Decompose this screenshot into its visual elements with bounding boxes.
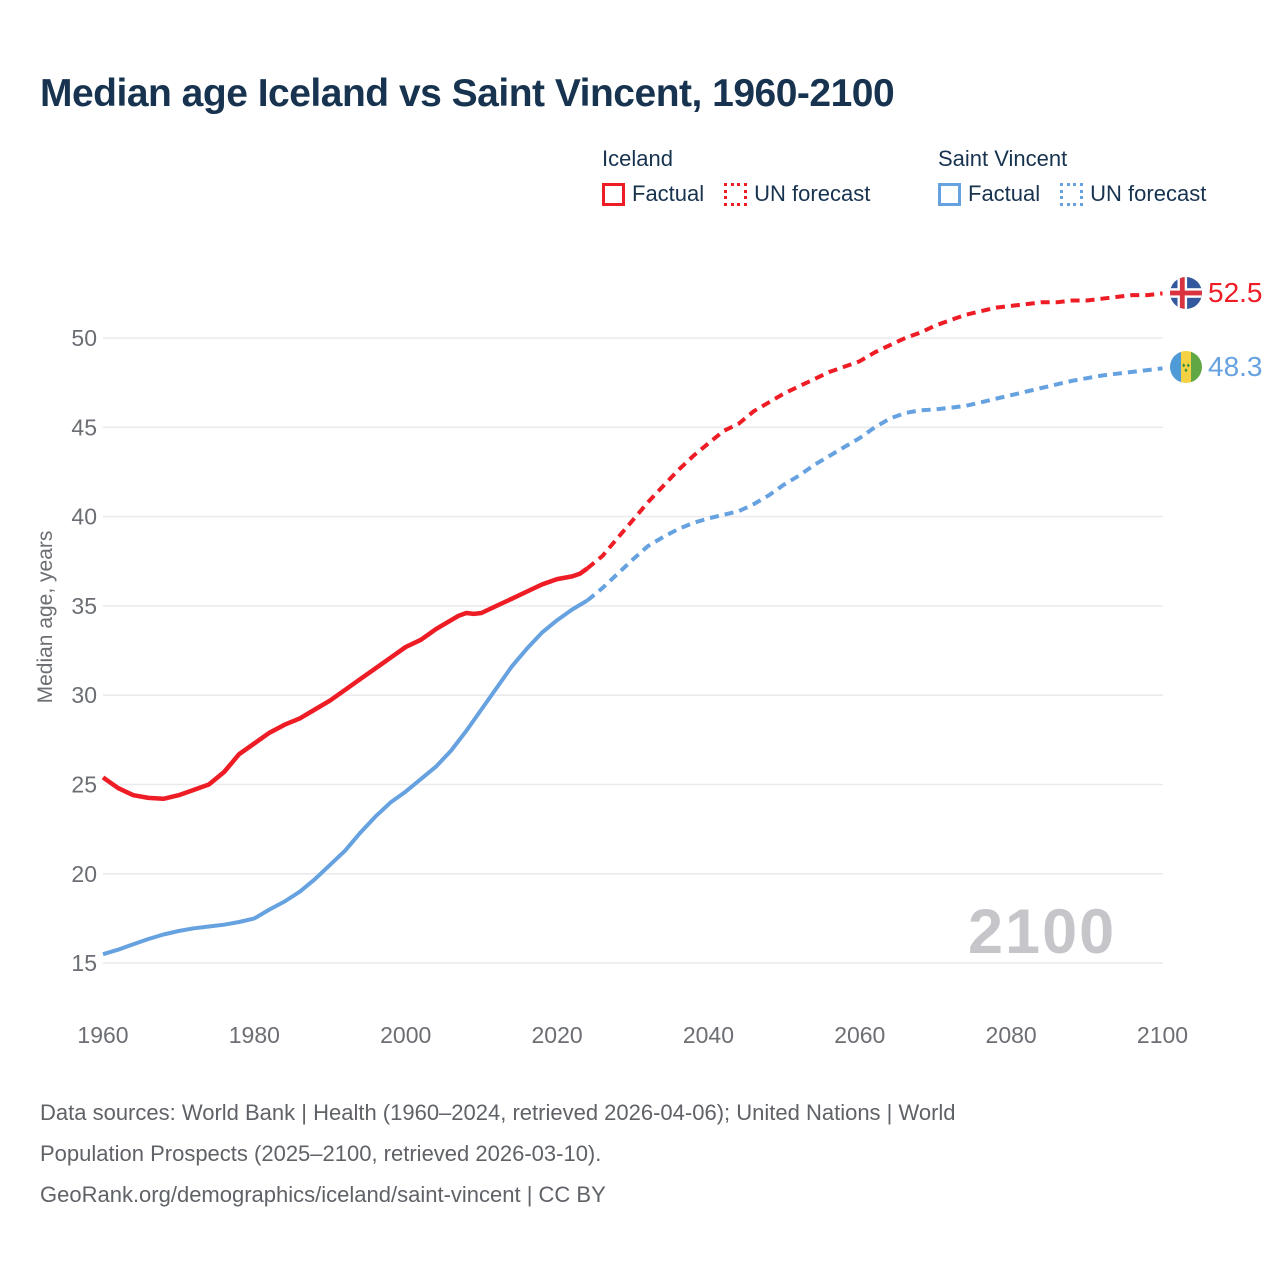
data-sources-footer: Data sources: World Bank | Health (1960–… (40, 1092, 956, 1215)
dashed-line-swatch-icon (1060, 182, 1084, 206)
legend-item-saint-vincent-factual: Factual (938, 181, 1040, 207)
iceland-flag-icon (1170, 277, 1202, 309)
x-tick-label: 2000 (380, 1022, 431, 1048)
y-tick-label: 25 (71, 772, 97, 798)
x-tick-label: 2020 (531, 1022, 582, 1048)
x-tick-label: 2080 (986, 1022, 1037, 1048)
series-saint-vincent-un-forecast (586, 366, 1163, 603)
end-value-iceland: 52.5 (1208, 277, 1263, 308)
x-tick-label: 2100 (1137, 1022, 1188, 1048)
x-tick-label: 1960 (77, 1022, 128, 1048)
legend-label: UN forecast (1090, 181, 1207, 206)
page-title: Median age Iceland vs Saint Vincent, 196… (40, 72, 895, 115)
legend-item-iceland-forecast: UN forecast (724, 181, 870, 207)
legend-group-iceland: Iceland Factual UN forecast (602, 146, 870, 207)
solid-line-swatch-icon (938, 182, 961, 206)
y-tick-label: 50 (71, 325, 97, 351)
end-value-saint-vincent: 48.3 (1208, 351, 1263, 382)
solid-line-swatch-icon (602, 182, 625, 206)
watermark-year: 2100 (968, 897, 1117, 967)
series-iceland-un-forecast (586, 291, 1163, 570)
legend-label: Factual (968, 181, 1041, 206)
footer-line-1: Data sources: World Bank | Health (1960–… (40, 1100, 956, 1125)
footer-line-2: Population Prospects (2025–2100, retriev… (40, 1141, 602, 1166)
dashed-line-swatch-icon (724, 182, 748, 206)
y-tick-label: 40 (71, 504, 97, 530)
series-iceland-factual (101, 566, 589, 802)
saint-vincent-flag-icon (1170, 351, 1202, 383)
y-tick-label: 35 (71, 593, 97, 619)
y-tick-label: 20 (71, 861, 97, 887)
y-tick-label: 30 (71, 682, 97, 708)
y-tick-label: 15 (71, 950, 97, 976)
legend-item-iceland-factual: Factual (602, 181, 704, 207)
y-tick-label: 45 (71, 414, 97, 440)
footer-line-3: GeoRank.org/demographics/iceland/saint-v… (40, 1182, 606, 1207)
x-tick-label: 2060 (834, 1022, 885, 1048)
legend-group-saint-vincent: Saint Vincent Factual UN forecast (938, 146, 1206, 207)
legend-group-title: Iceland (602, 146, 673, 171)
series-saint-vincent-factual (102, 598, 589, 957)
x-tick-label: 2040 (683, 1022, 734, 1048)
legend-label: UN forecast (754, 181, 871, 206)
legend-row: Factual UN forecast (938, 181, 1206, 207)
end-label-iceland: 52.5 (1170, 277, 1263, 309)
x-tick-label: 1980 (229, 1022, 280, 1048)
legend-item-saint-vincent-forecast: UN forecast (1060, 181, 1206, 207)
legend-label: Factual (632, 181, 705, 206)
end-label-saint-vincent: 48.3 (1170, 351, 1263, 383)
y-axis-title: Median age, years (34, 530, 57, 704)
legend-row: Factual UN forecast (602, 181, 870, 207)
legend-group-title: Saint Vincent (938, 146, 1068, 171)
